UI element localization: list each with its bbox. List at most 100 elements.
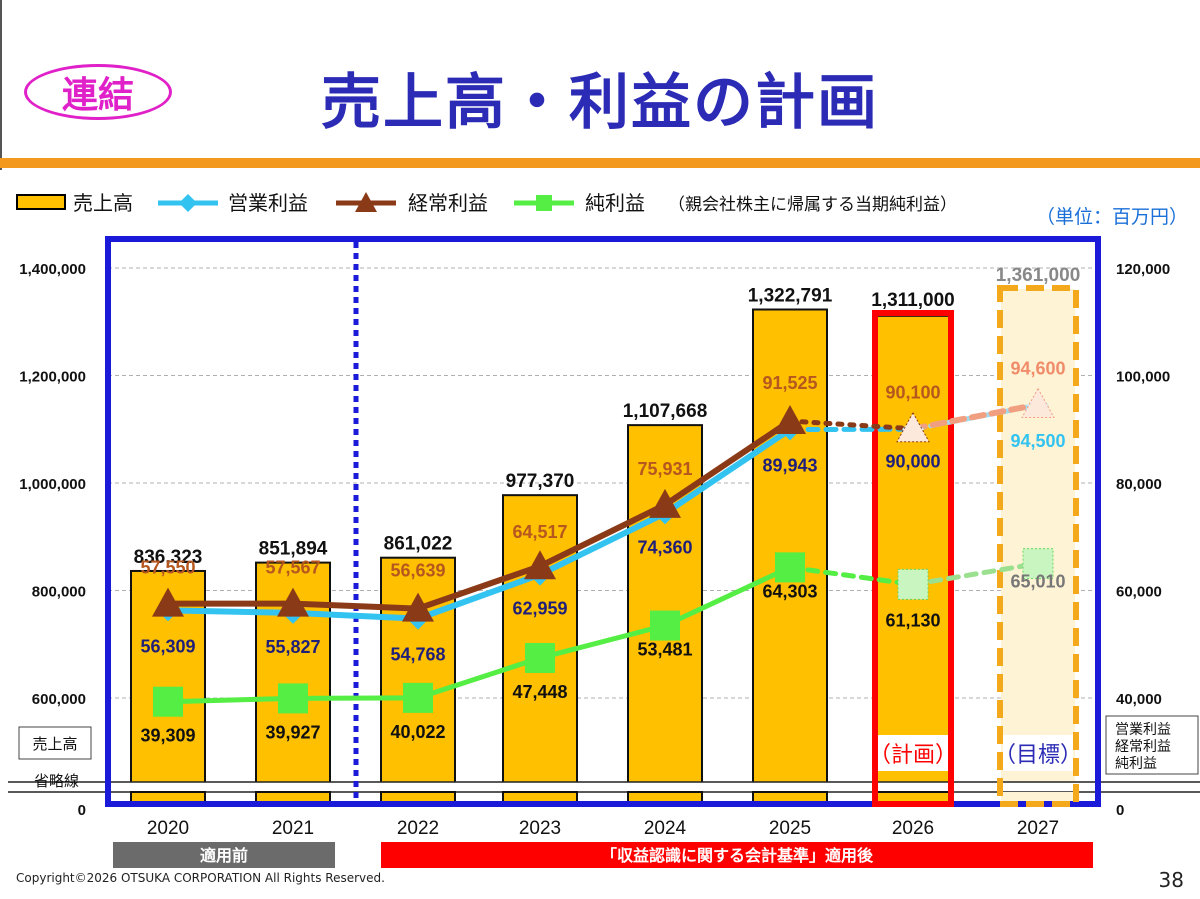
ordinary-value-label: 90,100 <box>885 383 940 403</box>
net-line-forecast <box>787 564 916 587</box>
ordinary-value-label: 75,931 <box>637 459 692 479</box>
left-axis-tick: 1,200,000 <box>19 369 86 386</box>
year-label: 2020 <box>147 818 189 839</box>
net-value-label: 65,010 <box>1010 572 1065 592</box>
sales-value-label: 1,322,791 <box>748 285 833 306</box>
right-axis-tick: 0 <box>1116 802 1124 819</box>
operating-line-segment <box>537 510 668 578</box>
year-label: 2023 <box>519 818 561 839</box>
band-before-label: 適用前 <box>200 846 248 865</box>
net-value-label: 39,309 <box>140 726 195 746</box>
operating-line-segment <box>290 609 421 622</box>
net-line-segment <box>165 695 296 705</box>
net-marker <box>525 642 555 673</box>
sales-value-label: 1,311,000 <box>871 290 954 311</box>
year-label: 2026 <box>892 818 934 839</box>
page-title: 売上高・利益の計画 <box>321 68 879 138</box>
ordinary-value-label: 56,639 <box>390 561 445 581</box>
right-axis-tick: 40,000 <box>1116 691 1162 708</box>
net-line-segment <box>662 564 793 629</box>
net-marker-forecast <box>897 568 929 600</box>
left-axis-tick: 0 <box>78 802 86 819</box>
left-axis-label-box <box>18 726 92 760</box>
year-label: 2025 <box>769 818 811 839</box>
operating-value-label: 56,309 <box>140 636 195 656</box>
left-axis-tick: 1,400,000 <box>19 261 86 278</box>
year-label: 2021 <box>272 818 314 839</box>
net-line-segment <box>290 695 421 701</box>
net-marker <box>278 683 308 714</box>
operating-line-segment <box>415 571 543 622</box>
operating-value-label: 74,360 <box>637 537 692 557</box>
right-axis-label-line: 営業利益 <box>1115 721 1171 737</box>
net-marker <box>403 682 433 713</box>
legend-operating-marker <box>179 194 197 212</box>
target-label: （目標） <box>994 742 1082 767</box>
left-margin-rule <box>0 0 2 170</box>
plan-label-bg <box>878 735 948 771</box>
ordinary-line-forecast <box>787 418 916 432</box>
sales-value-label: 851,894 <box>259 539 328 560</box>
right-axis-tick: 80,000 <box>1116 476 1162 493</box>
plot-frame <box>105 236 1101 807</box>
ordinary-line-segment <box>415 563 543 612</box>
year-label: 2027 <box>1017 818 1059 839</box>
ordinary-value-label: 64,517 <box>512 522 567 542</box>
year-label: 2024 <box>644 818 687 839</box>
copyright-text: Copyright©2026 OTSUKA CORPORATION All Ri… <box>16 871 385 885</box>
axis-break-label: 省略線 <box>34 773 79 790</box>
net-line-segment <box>415 655 543 701</box>
ordinary-marker-forecast <box>896 411 930 443</box>
legend-operating-label: 営業利益 <box>228 192 308 215</box>
legend-sales-swatch <box>16 194 66 210</box>
band-after-label: 「収益認識に関する会計基準」適用後 <box>601 846 874 865</box>
right-axis-tick: 60,000 <box>1116 584 1162 601</box>
left-axis-tick: 1,000,000 <box>19 476 86 493</box>
year-label: 2022 <box>397 818 439 839</box>
ordinary-value-label: 57,550 <box>140 558 195 578</box>
plan-2026-box <box>872 310 954 807</box>
ordinary-marker <box>524 550 556 580</box>
plan-label: （計画） <box>869 742 957 767</box>
operating-value-label: 94,500 <box>1010 431 1065 451</box>
net-value-label: 47,448 <box>512 682 567 702</box>
left-axis-tick: 800,000 <box>32 584 86 601</box>
left-axis-tick: 600,000 <box>32 691 86 708</box>
legend-net-note: （親会社株主に帰属する当期純利益） <box>668 195 957 214</box>
target-2027-box <box>997 285 1079 807</box>
operating-value-label: 90,000 <box>885 451 940 471</box>
sales-value-label: 1,107,668 <box>623 401 708 422</box>
ordinary-marker <box>277 587 309 617</box>
ordinary-value-label: 91,525 <box>762 373 817 393</box>
operating-value-label: 62,959 <box>512 599 567 619</box>
ordinary-marker <box>649 488 681 518</box>
ordinary-line-segment <box>290 600 421 612</box>
net-value-label: 39,927 <box>265 722 320 742</box>
right-axis-label-box <box>1105 715 1199 775</box>
right-axis-tick: 100,000 <box>1116 369 1170 386</box>
operating-value-label: 54,768 <box>390 645 445 665</box>
net-marker <box>650 610 680 641</box>
legend-net-marker <box>536 195 552 211</box>
left-axis-label: 売上高 <box>32 736 77 753</box>
net-marker <box>153 686 183 717</box>
ordinary-value-label: 57,567 <box>265 558 320 578</box>
ordinary-marker <box>774 405 806 435</box>
legend-sales-label: 売上高 <box>73 192 133 215</box>
sales-value-label: 861,022 <box>384 534 453 555</box>
ordinary-line-segment <box>662 418 793 508</box>
right-axis-tick: 120,000 <box>1116 261 1170 278</box>
target-label-bg <box>1003 735 1073 771</box>
consolidated-badge: 連結 <box>24 64 172 120</box>
title-divider <box>0 158 1200 168</box>
sales-bar <box>1001 288 1075 804</box>
sales-value-label: 836,323 <box>134 547 203 568</box>
operating-value-label: 55,827 <box>265 637 320 657</box>
ordinary-line-target <box>910 401 1041 432</box>
sales-value-label: 977,370 <box>506 471 575 492</box>
band-before <box>113 842 335 868</box>
net-marker <box>775 552 805 583</box>
right-axis-label-line: 経常利益 <box>1115 738 1171 754</box>
ordinary-line-segment <box>537 501 668 570</box>
